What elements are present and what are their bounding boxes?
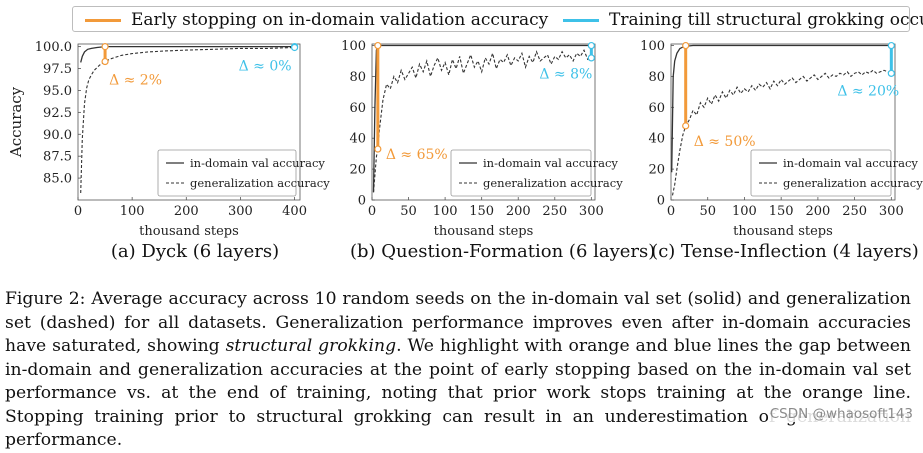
legend-label-grokking: Training till structural grokking occurs [609, 10, 923, 30]
panel-a-caption: (a) Dyck (6 layers) [110, 241, 280, 262]
early-stop-bottom-marker [682, 122, 690, 130]
y-tick-label: 100.0 [35, 40, 72, 55]
x-tick-label: 0 [74, 204, 82, 219]
caption-text-part2: . We highlight with orange and blue line… [5, 336, 911, 450]
x-tick-label: 300 [879, 204, 904, 219]
legend-item-grokking: Training till structural grokking occurs [563, 9, 923, 31]
legend-indomain-label: in-domain val accuracy [783, 156, 918, 170]
y-tick-label: 87.5 [43, 150, 72, 165]
panel-legend: in-domain val accuracy generalization acc… [450, 149, 623, 197]
figure-caption: Figure 2: Average accuracy across 10 ran… [5, 288, 911, 453]
panel-c: 0 50 100 150 200 250 300 0 20 40 60 80 100 thousand s… [640, 39, 923, 239]
x-axis-label: thousand steps [434, 224, 534, 239]
generalization-accuracy-line [671, 69, 892, 196]
grokking-bottom-marker [887, 69, 895, 77]
x-tick-label: 0 [667, 204, 675, 219]
y-tick-label: 80 [349, 70, 366, 85]
x-axis-label: thousand steps [139, 224, 239, 239]
plot-frame [371, 43, 596, 201]
legend-generalization-label: generalization accuracy [190, 176, 330, 190]
generalization-accuracy-line [372, 48, 592, 193]
grokking-delta-label: Δ ≈ 20% [837, 83, 899, 99]
x-axis-label: thousand steps [733, 224, 833, 239]
figure-label: Figure 2: [5, 289, 86, 309]
x-tick-label: 100 [732, 204, 757, 219]
panel-c-caption: (c) Tense-Inflection (4 layers) [651, 241, 919, 262]
x-tick-label: 50 [699, 204, 716, 219]
y-tick-label: 92.5 [43, 106, 72, 121]
orange-line-swatch-icon [85, 18, 121, 22]
x-tick-label: 0 [368, 204, 376, 219]
legend-indomain-label: in-domain val accuracy [190, 156, 325, 170]
y-tick-label: 90.0 [43, 128, 72, 143]
grokking-delta-label: Δ ≈ 0% [239, 59, 292, 75]
x-tick-label: 150 [769, 204, 794, 219]
indomain-val-accuracy-line [671, 44, 892, 173]
y-tick-label: 20 [648, 163, 665, 178]
x-tick-label: 50 [400, 204, 417, 219]
x-tick-label: 200 [174, 204, 199, 219]
early-stop-bottom-marker [374, 145, 382, 153]
generalization-accuracy-line [80, 46, 295, 194]
legend-generalization-label: generalization accuracy [783, 176, 923, 190]
x-tick-label: 250 [842, 204, 867, 219]
y-tick-label: 60 [648, 101, 665, 116]
grokking-bottom-marker [587, 54, 595, 62]
y-tick-label: 0 [358, 194, 366, 209]
early-stop-delta-label: Δ ≈ 50% [694, 134, 756, 150]
grokking-top-marker [887, 41, 895, 50]
y-tick-label: 40 [648, 132, 665, 147]
early-stop-top-marker [374, 41, 382, 50]
x-tick-label: 100 [120, 204, 145, 219]
x-tick-label: 400 [282, 204, 307, 219]
grokking-bottom-marker [290, 43, 299, 52]
x-tick-label: 300 [228, 204, 253, 219]
caption-emphasis: structural grokking [225, 336, 397, 356]
y-tick-label: 95.0 [43, 84, 72, 99]
x-tick-label: 250 [542, 204, 567, 219]
plot-frame [670, 43, 896, 201]
panel-legend-box [750, 149, 892, 197]
x-tick-label: 300 [579, 204, 604, 219]
panel-legend: in-domain val accuracy generalization acc… [750, 149, 923, 197]
y-tick-label: 40 [349, 132, 366, 147]
y-tick-label: 97.5 [43, 62, 72, 77]
y-tick-label: 80 [648, 70, 665, 85]
accuracy-plots: 0 100 200 300 40085.087.590.092.595.097.5100… [7, 39, 923, 239]
y-tick-label: 100 [341, 39, 366, 54]
figure-legend: Early stopping on in-domain validation a… [72, 6, 923, 32]
panel-legend-box [450, 149, 592, 197]
legend-item-early-stopping: Early stopping on in-domain validation a… [85, 9, 548, 31]
early-stop-bottom-marker [101, 57, 109, 66]
early-stop-delta-label: Δ ≈ 65% [386, 147, 448, 163]
watermark: CSDN @whaosoft143 [767, 406, 915, 422]
y-tick-label: 85.0 [43, 172, 72, 187]
early-stop-top-marker [682, 41, 690, 50]
x-tick-label: 150 [469, 204, 494, 219]
y-tick-label: 20 [349, 163, 366, 178]
panel-a: 0 100 200 300 400 85.0 87.5 90.0 92.5 95.0 97.5 100… [7, 40, 330, 239]
grokking-delta-label: Δ ≈ 8% [539, 67, 592, 83]
grokking-top-marker [587, 41, 595, 50]
x-tick-label: 100 [433, 204, 458, 219]
y-tick-label: 100 [640, 39, 665, 54]
panel-b: 0 50 100 150 200 250 300 0 20 40 60 80 100 thousand s… [341, 39, 623, 239]
caption-text-part1: Average accuracy across 10 random seeds … [5, 289, 911, 356]
panel-legend-box [157, 149, 297, 197]
early-stop-delta-label: Δ ≈ 2% [109, 73, 162, 89]
y-axis-label: Accuracy [7, 86, 25, 158]
early-stop-top-marker [101, 43, 109, 51]
y-tick-label: 0 [657, 194, 665, 209]
legend-indomain-label: in-domain val accuracy [483, 156, 618, 170]
legend-generalization-label: generalization accuracy [483, 176, 623, 190]
y-tick-label: 60 [349, 101, 366, 116]
legend-label-early-stopping: Early stopping on in-domain validation a… [131, 10, 549, 30]
panel-b-caption: (b) Question-Formation (6 layers) [350, 241, 656, 262]
blue-line-swatch-icon [563, 18, 599, 22]
panel-legend: in-domain val accuracy generalization acc… [157, 149, 330, 197]
x-tick-label: 200 [506, 204, 531, 219]
x-tick-label: 200 [805, 204, 830, 219]
plot-frame [77, 43, 301, 201]
indomain-val-accuracy-line [80, 45, 295, 63]
